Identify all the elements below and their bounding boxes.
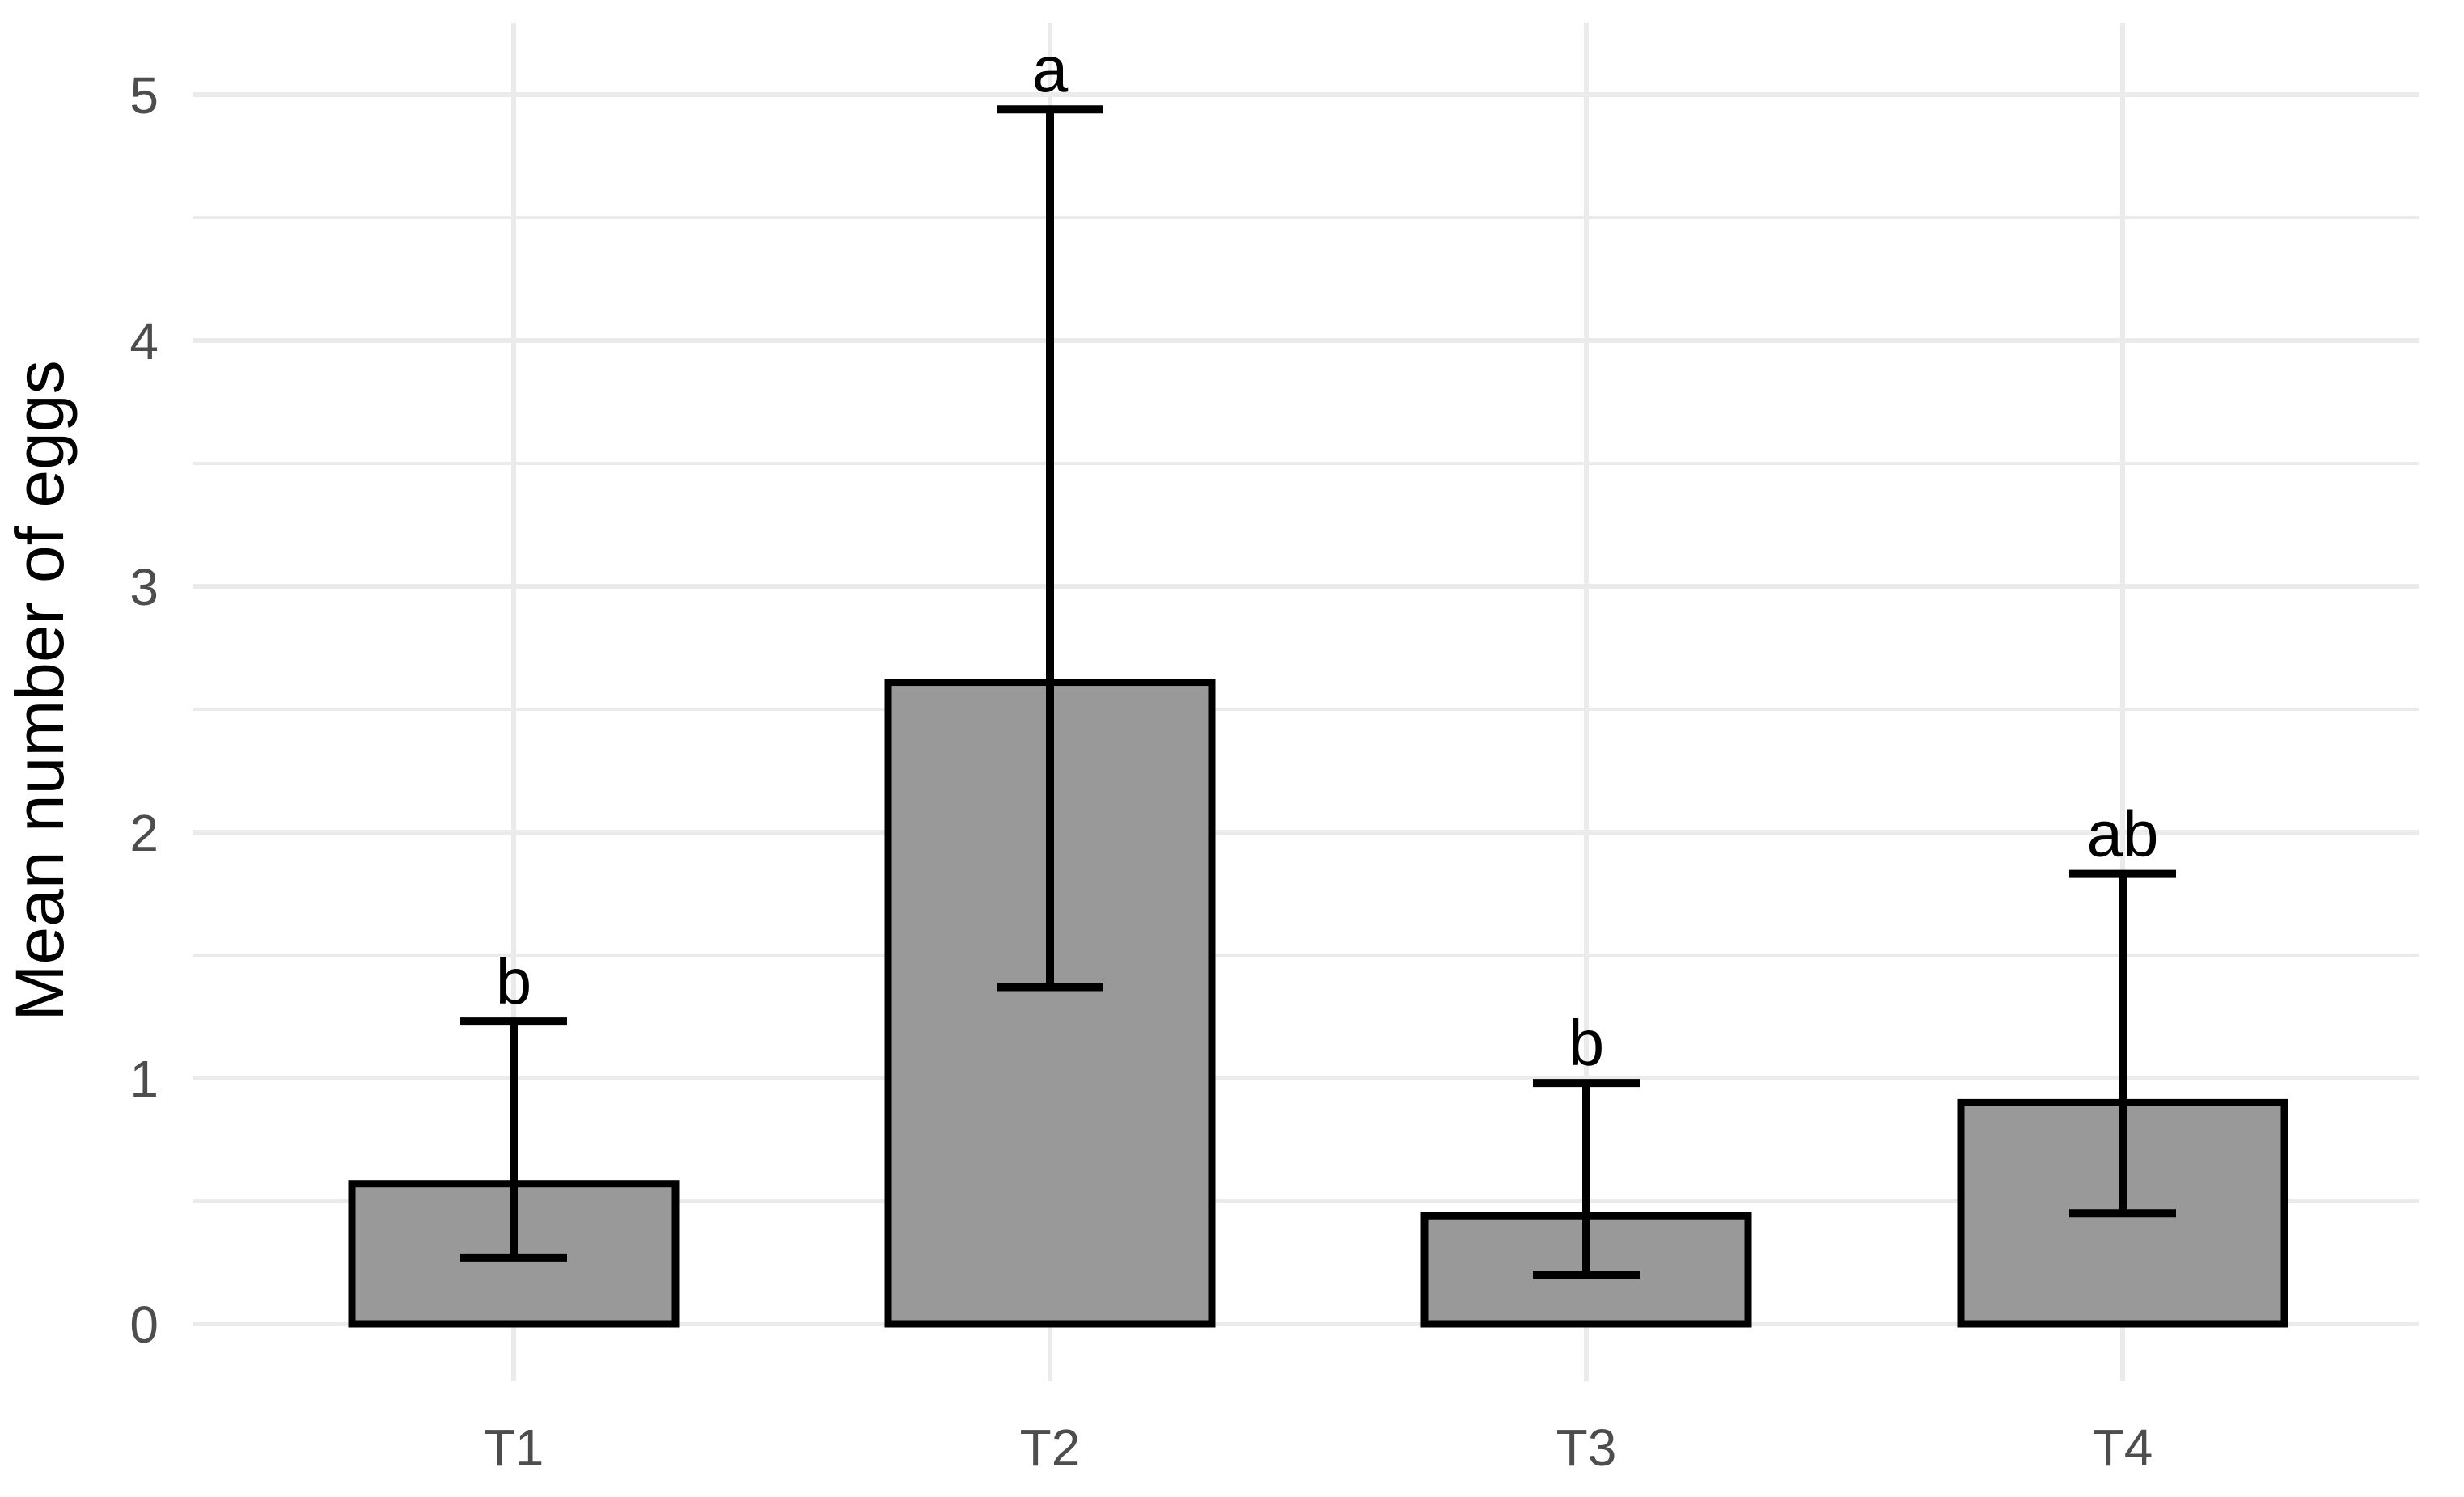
error-bar-T2 (997, 105, 1103, 992)
error-bar-T1 (460, 1017, 567, 1262)
significance-label-T1: b (496, 945, 532, 1017)
error-bars (460, 105, 2176, 1279)
significance-label-T3: b (1569, 1007, 1605, 1079)
y-axis-title: Mean number of eggs (2, 360, 78, 1021)
x-axis-tick-labels: T1 T2 T3 T4 (484, 1419, 2153, 1477)
error-bar-T3 (1533, 1079, 1640, 1279)
bars (348, 679, 2288, 1328)
x-tick-label-T4: T4 (2093, 1419, 2153, 1477)
y-tick-label: 4 (129, 312, 159, 370)
x-tick-label-T2: T2 (1020, 1419, 1081, 1477)
y-tick-label: 5 (129, 66, 159, 125)
x-tick-label-T1: T1 (484, 1419, 544, 1477)
y-tick-label: 2 (129, 804, 159, 862)
y-axis-tick-labels: 0 1 2 3 4 5 (129, 66, 159, 1354)
y-tick-label: 0 (129, 1296, 159, 1354)
error-bar-T4 (2069, 869, 2176, 1218)
x-tick-label-T3: T3 (1556, 1419, 1617, 1477)
significance-label-T4: ab (2087, 798, 2159, 870)
y-tick-label: 1 (129, 1050, 159, 1108)
y-tick-label: 3 (129, 558, 159, 616)
significance-label-T2: a (1032, 33, 1069, 105)
